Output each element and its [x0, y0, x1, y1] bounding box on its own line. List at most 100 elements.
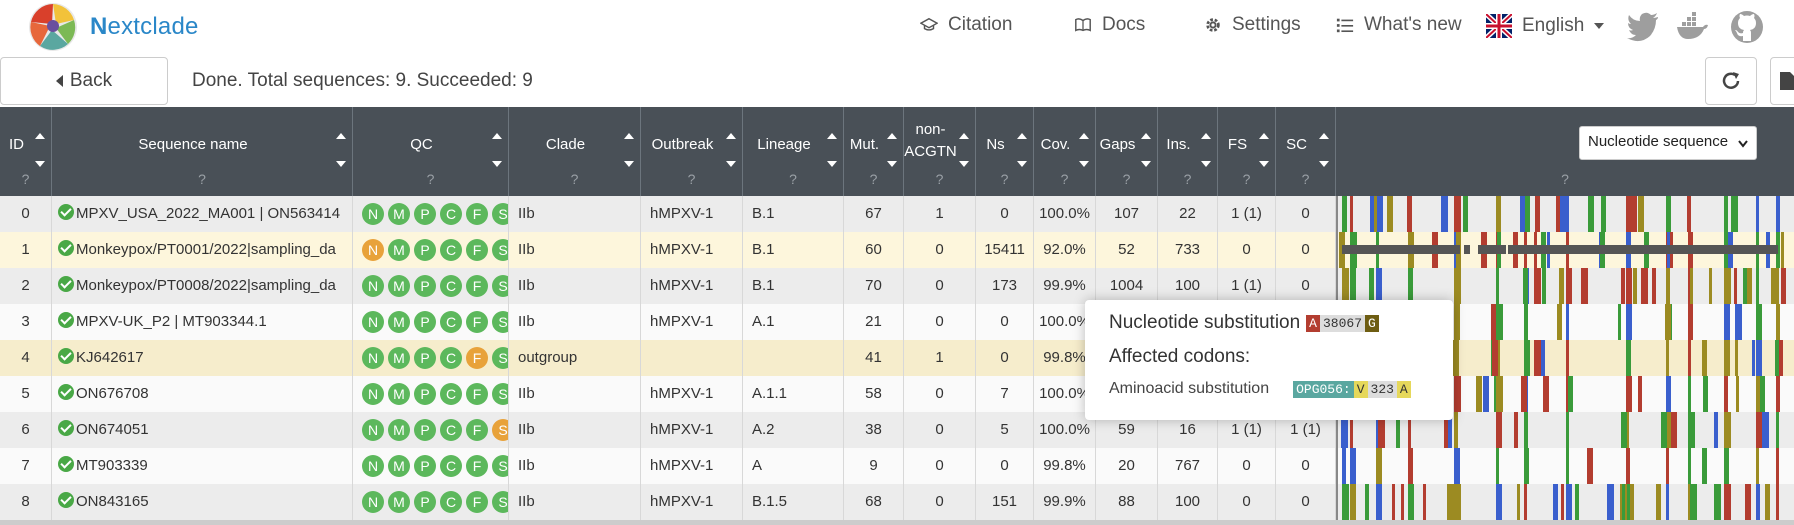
mutation-marker[interactable]: [1581, 268, 1588, 304]
col-header-qc[interactable]: QC?: [353, 107, 509, 196]
mutation-marker[interactable]: [1496, 268, 1499, 304]
qc-badge[interactable]: P: [414, 203, 436, 226]
qc-badge[interactable]: C: [440, 347, 462, 370]
qc-badge[interactable]: M: [388, 347, 410, 370]
mutation-marker[interactable]: [1496, 484, 1502, 520]
missing-data-segment[interactable]: [1464, 245, 1470, 254]
mutation-marker[interactable]: [1666, 412, 1672, 448]
mutation-marker[interactable]: [1688, 340, 1691, 376]
mutation-marker[interactable]: [1401, 484, 1404, 520]
mutation-marker[interactable]: [1370, 196, 1374, 232]
mutation-marker[interactable]: [1408, 412, 1411, 448]
col-header-clade[interactable]: Clade?: [509, 107, 641, 196]
mutation-marker[interactable]: [1494, 340, 1498, 376]
sort-icon[interactable]: [624, 125, 634, 167]
qc-badge[interactable]: S: [492, 239, 508, 262]
sort-icon[interactable]: [887, 125, 897, 167]
mutation-marker[interactable]: [1557, 304, 1562, 340]
qc-badge[interactable]: F: [466, 203, 488, 226]
col-help-icon[interactable]: ?: [1000, 171, 1009, 187]
qc-badge[interactable]: P: [414, 275, 436, 298]
col-help-icon[interactable]: ?: [1122, 171, 1131, 187]
brand[interactable]: Nextclade: [28, 2, 199, 52]
qc-badge[interactable]: F: [466, 239, 488, 262]
col-help-icon[interactable]: ?: [1301, 171, 1310, 187]
language-dropdown[interactable]: English: [1486, 14, 1605, 38]
table-row[interactable]: 8 ON843165 N M P C F S IIb hMPXV-1 B.1.5 68 0 151 99.9…: [0, 484, 1336, 520]
mutation-marker[interactable]: [1618, 304, 1621, 340]
mutation-marker[interactable]: [1776, 340, 1783, 376]
sort-icon[interactable]: [492, 125, 502, 167]
mutation-marker[interactable]: [1630, 484, 1634, 520]
mutation-marker[interactable]: [1350, 268, 1356, 304]
qc-badge[interactable]: S: [492, 419, 508, 442]
qc-badge[interactable]: F: [466, 419, 488, 442]
mutation-marker[interactable]: [1776, 304, 1780, 340]
mutation-marker[interactable]: [1666, 340, 1669, 376]
mutation-marker[interactable]: [1638, 376, 1642, 412]
mutation-marker[interactable]: [1454, 196, 1461, 232]
qc-badge[interactable]: P: [414, 419, 436, 442]
mutation-marker[interactable]: [1496, 448, 1499, 484]
qc-badge[interactable]: C: [440, 203, 462, 226]
mutation-marker[interactable]: [1756, 304, 1762, 340]
mutation-marker[interactable]: [1626, 412, 1629, 448]
mutation-marker[interactable]: [1342, 484, 1349, 520]
mutation-marker[interactable]: [1496, 304, 1503, 340]
mutation-marker[interactable]: [1496, 340, 1500, 376]
mutation-marker[interactable]: [1687, 196, 1691, 232]
nav-citation[interactable]: Citation: [920, 14, 1012, 36]
col-header-outbreak[interactable]: Outbreak?: [641, 107, 743, 196]
mutation-marker[interactable]: [1524, 448, 1529, 484]
col-help-icon[interactable]: ?: [21, 171, 30, 187]
mutation-marker[interactable]: [1454, 412, 1458, 448]
mutation-marker[interactable]: [1621, 268, 1625, 304]
qc-badge[interactable]: C: [440, 455, 462, 478]
mutation-marker[interactable]: [1496, 376, 1503, 412]
sort-icon[interactable]: [1259, 125, 1269, 167]
col-header-ins[interactable]: Ins.?: [1158, 107, 1218, 196]
qc-badge[interactable]: F: [466, 275, 488, 298]
qc-badge[interactable]: P: [414, 239, 436, 262]
col-help-icon[interactable]: ?: [869, 171, 878, 187]
mutation-marker[interactable]: [1483, 376, 1489, 412]
mutation-marker[interactable]: [1703, 376, 1708, 412]
mutation-marker[interactable]: [1342, 196, 1347, 232]
mutation-marker[interactable]: [1641, 268, 1648, 304]
mutation-marker[interactable]: [1690, 484, 1697, 520]
nav-docs[interactable]: Docs: [1074, 14, 1145, 36]
qc-badge[interactable]: P: [414, 455, 436, 478]
qc-badge[interactable]: N: [362, 419, 384, 442]
mutation-marker[interactable]: [1560, 196, 1567, 232]
qc-badge[interactable]: N: [362, 383, 384, 406]
mutation-marker[interactable]: [1747, 268, 1752, 304]
mutation-marker[interactable]: [1652, 268, 1656, 304]
qc-badge[interactable]: C: [440, 311, 462, 334]
mutation-marker[interactable]: [1376, 196, 1383, 232]
mutation-marker[interactable]: [1756, 196, 1759, 232]
col-help-icon[interactable]: ?: [1561, 171, 1569, 187]
missing-data-segment[interactable]: [1478, 245, 1506, 254]
github-icon[interactable]: [1730, 10, 1764, 44]
sequence-view-select[interactable]: Nucleotide sequence: [1579, 126, 1757, 160]
mutation-marker[interactable]: [1724, 448, 1729, 484]
sequence-row[interactable]: [1336, 484, 1794, 520]
mutation-marker[interactable]: [1553, 484, 1558, 520]
qc-badge[interactable]: F: [466, 347, 488, 370]
mutation-marker[interactable]: [1566, 412, 1569, 448]
col-help-icon[interactable]: ?: [1242, 171, 1251, 187]
col-header-seq-name[interactable]: Sequence name?: [52, 107, 353, 196]
mutation-marker[interactable]: [1626, 268, 1632, 304]
mutation-marker[interactable]: [1524, 412, 1528, 448]
horizontal-scrollbar[interactable]: [0, 520, 1794, 525]
qc-badge[interactable]: M: [388, 311, 410, 334]
mutation-marker[interactable]: [1731, 196, 1738, 232]
mutation-marker[interactable]: [1575, 484, 1579, 520]
mutation-marker[interactable]: [1524, 340, 1530, 376]
col-help-icon[interactable]: ?: [1060, 171, 1069, 187]
rerun-button[interactable]: [1705, 57, 1757, 105]
sort-icon[interactable]: [1079, 125, 1089, 167]
mutation-marker[interactable]: [1688, 304, 1693, 340]
mutation-marker[interactable]: [1671, 412, 1677, 448]
mutation-marker[interactable]: [1776, 412, 1779, 448]
